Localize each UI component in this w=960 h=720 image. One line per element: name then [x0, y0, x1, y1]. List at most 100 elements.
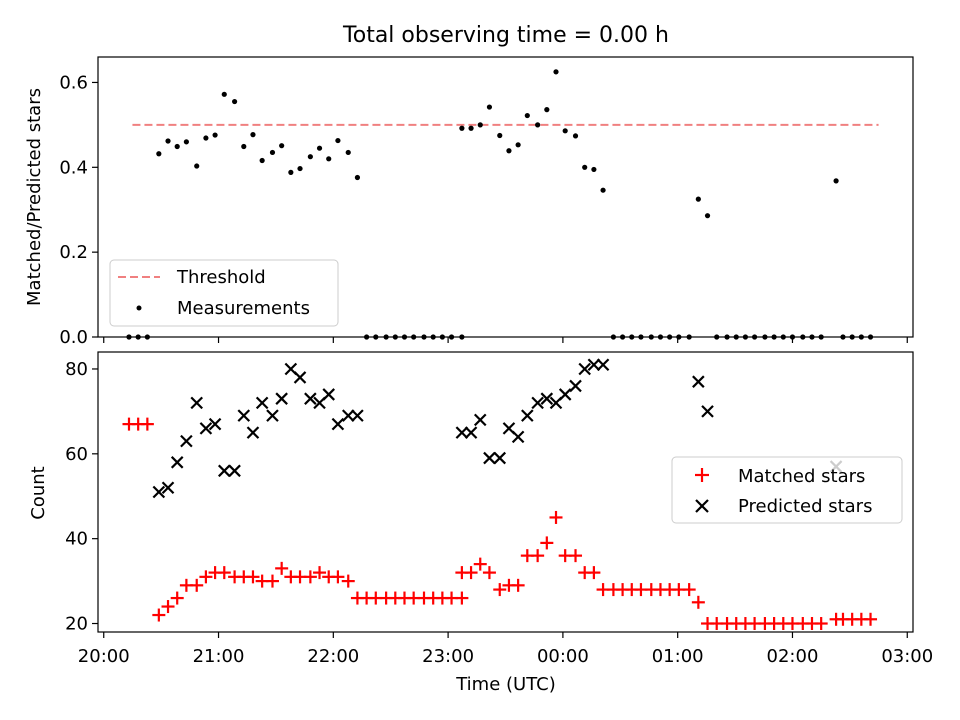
top-x-ticks — [103, 337, 908, 343]
measurement-point — [486, 104, 493, 110]
measurement-point — [354, 174, 361, 181]
matched-star-point — [549, 510, 563, 524]
measurement-point — [582, 164, 588, 170]
legend-predicted-label: Predicted stars — [738, 496, 872, 517]
measurement-point — [497, 132, 503, 139]
measurement-point — [562, 128, 568, 134]
measurement-point — [250, 132, 256, 138]
measurement-point — [316, 145, 323, 151]
bottom-y-tick-label: 60 — [65, 444, 88, 465]
legend-measurements-label: Measurements — [177, 298, 310, 319]
predicted-star-point — [692, 375, 705, 388]
predicted-star-point — [464, 426, 478, 439]
measurement-point — [279, 143, 285, 149]
matched-star-point — [161, 600, 175, 614]
bottom-plot-marks — [122, 358, 878, 631]
predicted-star-point — [322, 388, 336, 401]
x-tick-label: 22:00 — [307, 646, 359, 667]
measurement-point — [174, 143, 180, 150]
matched-star-point — [569, 549, 583, 563]
matched-star-point — [313, 566, 327, 580]
predicted-star-point — [266, 409, 279, 422]
legend-predicted-swatch — [695, 499, 709, 513]
predicted-star-point — [341, 409, 355, 422]
legend-matched-swatch — [695, 468, 709, 482]
predicted-star-point — [569, 379, 582, 393]
measurement-point — [524, 112, 530, 119]
predicted-star-point — [199, 422, 213, 435]
top-legend-frame — [109, 259, 339, 327]
top-panel: 0.0 0.2 0.4 0.6 Matched/Predicted stars Thr… — [24, 56, 914, 348]
measurement-point — [515, 142, 521, 148]
bottom-axes-frame — [97, 351, 914, 633]
x-tick-label: 21:00 — [193, 646, 245, 667]
measurement-point — [288, 169, 294, 175]
predicted-star-point — [531, 396, 544, 410]
predicted-star-point — [540, 392, 554, 405]
measurement-point — [535, 122, 541, 128]
x-tick-label: 00:00 — [537, 646, 589, 667]
matched-star-point — [455, 591, 469, 605]
measurement-point — [591, 166, 597, 173]
top-legend: Threshold Measurements — [109, 259, 339, 327]
measurement-point — [212, 132, 218, 138]
predicted-star-point — [161, 481, 175, 495]
predicted-star-point — [228, 464, 241, 478]
x-tick-label: 01:00 — [652, 646, 704, 667]
matched-star-point — [482, 566, 496, 580]
predicted-star-point — [246, 426, 260, 439]
predicted-star-point — [170, 456, 184, 469]
predicted-star-point — [208, 417, 222, 431]
measurement-point — [477, 122, 483, 128]
matched-star-point — [265, 574, 279, 588]
matched-star-point — [275, 561, 289, 575]
predicted-star-point — [483, 451, 496, 465]
x-tick-label: 20:00 — [78, 646, 130, 667]
bottom-legend-frame — [671, 456, 903, 524]
measurement-point — [345, 149, 351, 156]
measurement-point — [600, 187, 606, 193]
figure-title: Total observing time = 0.00 h — [342, 23, 669, 48]
matched-star-point — [217, 566, 231, 580]
bottom-y-tick-label: 20 — [65, 614, 88, 635]
predicted-star-point — [473, 413, 487, 427]
predicted-star-point — [511, 430, 525, 444]
x-axis-label: Time (UTC) — [455, 674, 556, 695]
matched-star-point — [170, 591, 184, 605]
measurement-point — [572, 133, 579, 139]
predicted-star-point — [180, 434, 193, 448]
matched-star-point — [199, 570, 213, 584]
legend-matched-label: Matched stars — [738, 466, 865, 487]
bottom-y-tick-label: 80 — [65, 359, 88, 380]
measurement-point — [259, 157, 265, 164]
predicted-star-point — [237, 409, 251, 422]
top-y-ticks: 0.0 0.2 0.4 0.6 — [59, 72, 98, 348]
predicted-star-point — [455, 426, 469, 439]
predicted-star-point — [587, 358, 601, 372]
measurement-point — [544, 107, 550, 113]
predicted-star-point — [217, 464, 231, 478]
matched-star-point — [493, 583, 507, 597]
bottom-panel: 20 40 60 80 20:00 21:00 22:00 23:00 00:00 01:00 0… — [28, 351, 933, 695]
matched-star-point — [531, 549, 545, 563]
predicted-star-point — [152, 485, 166, 499]
top-y-tick-label: 0.6 — [59, 72, 88, 93]
matched-star-point — [331, 570, 345, 584]
measurement-point — [335, 137, 341, 144]
bottom-y-axis-label: Count — [28, 466, 49, 519]
matched-star-point — [140, 417, 154, 431]
x-tick-label: 23:00 — [422, 646, 474, 667]
matched-star-point — [246, 570, 260, 584]
predicted-star-point — [275, 392, 288, 405]
matched-star-point — [464, 566, 478, 580]
x-tick-label: 03:00 — [881, 646, 933, 667]
measurement-point — [221, 91, 227, 97]
measurement-point — [553, 69, 559, 75]
legend-measurements-swatch — [136, 305, 142, 311]
predicted-star-point — [351, 409, 364, 422]
top-y-tick-label: 0.0 — [59, 327, 88, 348]
bottom-y-tick-label: 40 — [65, 529, 88, 550]
predicted-star-point — [331, 417, 345, 431]
measurement-point — [506, 148, 512, 154]
